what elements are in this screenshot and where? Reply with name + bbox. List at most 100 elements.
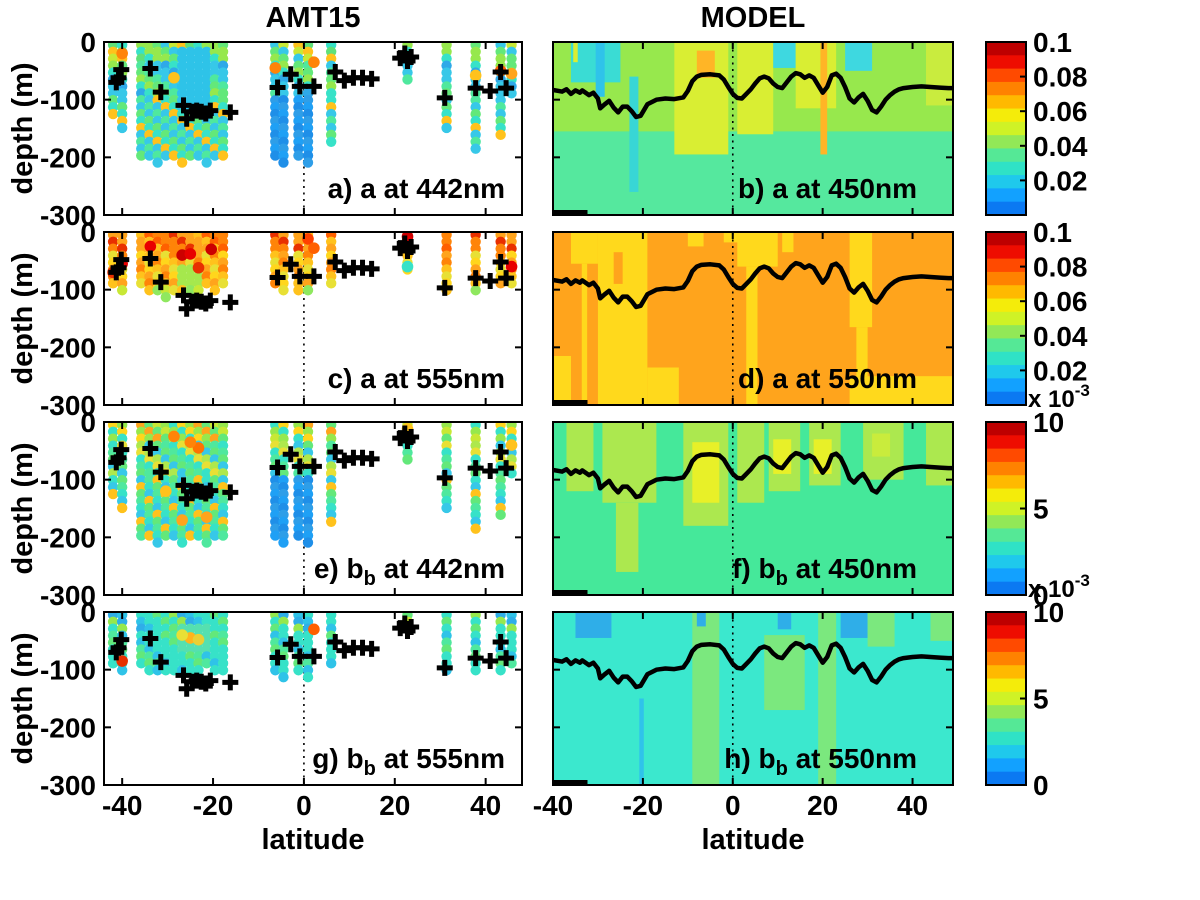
x-tick-label: -20 bbox=[193, 790, 233, 821]
colorbar-band bbox=[986, 161, 1026, 176]
panel-border bbox=[552, 421, 954, 596]
profile-dot-highlight bbox=[184, 436, 197, 448]
profile-dot bbox=[270, 530, 281, 541]
colorbar-band bbox=[986, 338, 1026, 353]
corner-bar bbox=[553, 590, 588, 595]
field-patch bbox=[692, 442, 720, 503]
column-title-model: MODEL bbox=[700, 2, 806, 34]
field-patch bbox=[595, 42, 605, 97]
colorbar-band bbox=[986, 422, 1026, 436]
panel-border bbox=[552, 41, 954, 216]
profile-dot bbox=[185, 530, 196, 541]
colorbar-band bbox=[986, 271, 1026, 286]
colorbar-band bbox=[986, 378, 1026, 393]
panel-f: f) bb at 450nm bbox=[552, 421, 954, 596]
profile-dot bbox=[152, 157, 163, 168]
profile-dot-highlight bbox=[505, 439, 518, 451]
profile-dot-highlight bbox=[184, 248, 197, 260]
profile-dot bbox=[176, 537, 188, 548]
profile-dot bbox=[136, 278, 147, 289]
panel-label-h: h) bb at 550nm bbox=[724, 743, 917, 780]
mld-plus-marker bbox=[222, 484, 239, 501]
mld-plus-marker bbox=[467, 460, 484, 477]
colorbar-tick-label: 0.02 bbox=[1033, 355, 1088, 386]
field-patch bbox=[639, 698, 644, 785]
mld-line bbox=[553, 450, 953, 500]
field-patch bbox=[692, 612, 720, 785]
profile-dot bbox=[201, 658, 212, 669]
field-patch bbox=[849, 376, 953, 405]
mld-plus-marker bbox=[175, 477, 192, 494]
mld-plus-marker bbox=[498, 650, 515, 667]
mld-plus-marker bbox=[336, 642, 353, 659]
profile-dot bbox=[209, 530, 221, 541]
profile-dot bbox=[144, 285, 155, 296]
mld-line bbox=[553, 260, 953, 310]
mld-plus-marker bbox=[202, 102, 219, 119]
y-tick-label: 0 bbox=[80, 597, 96, 628]
colorbar-band bbox=[986, 298, 1026, 313]
field-patch bbox=[777, 612, 792, 630]
colorbar-band bbox=[986, 188, 1026, 203]
y-tick-label: -300 bbox=[40, 770, 96, 801]
profile-dot bbox=[193, 150, 204, 161]
panel-label-b: b) a at 450nm bbox=[738, 173, 917, 204]
mld-plus-marker bbox=[327, 63, 344, 80]
mld-plus-marker bbox=[492, 63, 509, 80]
y-tick-label: 0 bbox=[80, 27, 96, 58]
profile-dot bbox=[506, 658, 517, 669]
profile-dot bbox=[201, 157, 212, 168]
profile-dot bbox=[136, 658, 147, 669]
mld-plus-marker bbox=[327, 633, 344, 650]
mld-plus-marker bbox=[222, 104, 239, 121]
colorbar-band bbox=[986, 245, 1026, 260]
profile-dot bbox=[441, 502, 452, 514]
panel-b-plot-area bbox=[553, 42, 953, 215]
mld-plus-marker bbox=[498, 80, 515, 97]
profile-dot-highlight bbox=[192, 633, 205, 646]
mld-plus-marker bbox=[482, 273, 499, 290]
profile-dot bbox=[116, 502, 128, 514]
mld-plus-marker bbox=[269, 649, 286, 666]
field-patch bbox=[746, 266, 758, 405]
panel-border bbox=[552, 231, 954, 406]
colorbar-tick-label: 5 bbox=[1033, 494, 1049, 525]
field-patch bbox=[553, 355, 571, 405]
field-patch bbox=[566, 422, 594, 492]
colorbar-exponent-label: x 10-3 bbox=[1028, 381, 1090, 413]
mld-plus-marker bbox=[113, 251, 130, 268]
field-patch bbox=[737, 422, 765, 503]
colorbar-tick-label: 5 bbox=[1033, 684, 1049, 715]
field-patch bbox=[613, 252, 623, 284]
colorbar-exponent-label: x 10-3 bbox=[1028, 571, 1090, 603]
colorbar-band bbox=[986, 771, 1026, 786]
panel-label-c: c) a at 555nm bbox=[328, 363, 505, 394]
field-patch bbox=[573, 42, 578, 63]
panel-e: e) bb at 442nm bbox=[103, 421, 523, 596]
column-title-amt15: AMT15 bbox=[265, 2, 361, 34]
colorbar-band bbox=[986, 285, 1026, 300]
colorbar-band bbox=[986, 612, 1026, 626]
profile-dot-highlight bbox=[168, 71, 180, 84]
mld-plus-marker bbox=[327, 443, 344, 460]
colorbar-tick-label: 0.08 bbox=[1033, 62, 1088, 93]
mld-plus-marker bbox=[113, 441, 130, 458]
mld-plus-marker bbox=[363, 70, 380, 87]
profile-dot bbox=[325, 658, 337, 669]
profile-dot bbox=[278, 285, 289, 296]
colorbar-band bbox=[986, 488, 1026, 503]
mld-plus-marker bbox=[403, 428, 420, 445]
mld-plus-marker bbox=[482, 463, 499, 480]
x-tick-label: 20 bbox=[379, 790, 410, 821]
x-tick-label: 20 bbox=[807, 790, 838, 821]
profile-dot bbox=[160, 291, 171, 303]
profile-dot-highlight bbox=[192, 442, 205, 454]
field-patch bbox=[737, 42, 774, 135]
profile-dot bbox=[107, 108, 119, 120]
profile-dot-highlight bbox=[168, 430, 180, 443]
panel-border bbox=[103, 231, 523, 406]
colorbar-band bbox=[986, 745, 1026, 759]
profile-dot bbox=[136, 150, 147, 161]
colorbar-band bbox=[986, 528, 1026, 543]
colorbar-band bbox=[986, 568, 1026, 583]
